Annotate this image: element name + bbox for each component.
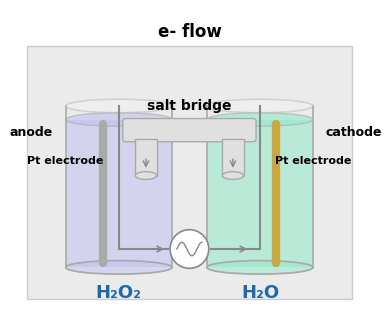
Text: e- flow: e- flow (158, 23, 221, 41)
FancyBboxPatch shape (222, 139, 243, 176)
Text: H₂O: H₂O (241, 285, 279, 303)
Text: salt bridge: salt bridge (147, 99, 232, 113)
FancyBboxPatch shape (27, 46, 352, 299)
FancyBboxPatch shape (207, 120, 313, 267)
Ellipse shape (207, 99, 313, 113)
Text: cathode: cathode (326, 126, 382, 139)
FancyBboxPatch shape (66, 120, 172, 267)
Ellipse shape (66, 99, 172, 113)
Ellipse shape (66, 260, 172, 274)
Text: Pt electrode: Pt electrode (27, 156, 103, 166)
Ellipse shape (135, 172, 156, 179)
Text: Pt electrode: Pt electrode (276, 156, 352, 166)
Ellipse shape (207, 260, 313, 274)
Ellipse shape (66, 113, 172, 126)
Circle shape (170, 230, 209, 268)
Ellipse shape (222, 172, 243, 179)
FancyBboxPatch shape (135, 139, 156, 176)
FancyBboxPatch shape (123, 119, 256, 142)
Ellipse shape (207, 113, 313, 126)
Text: H₂O₂: H₂O₂ (96, 285, 142, 303)
Text: anode: anode (10, 126, 53, 139)
